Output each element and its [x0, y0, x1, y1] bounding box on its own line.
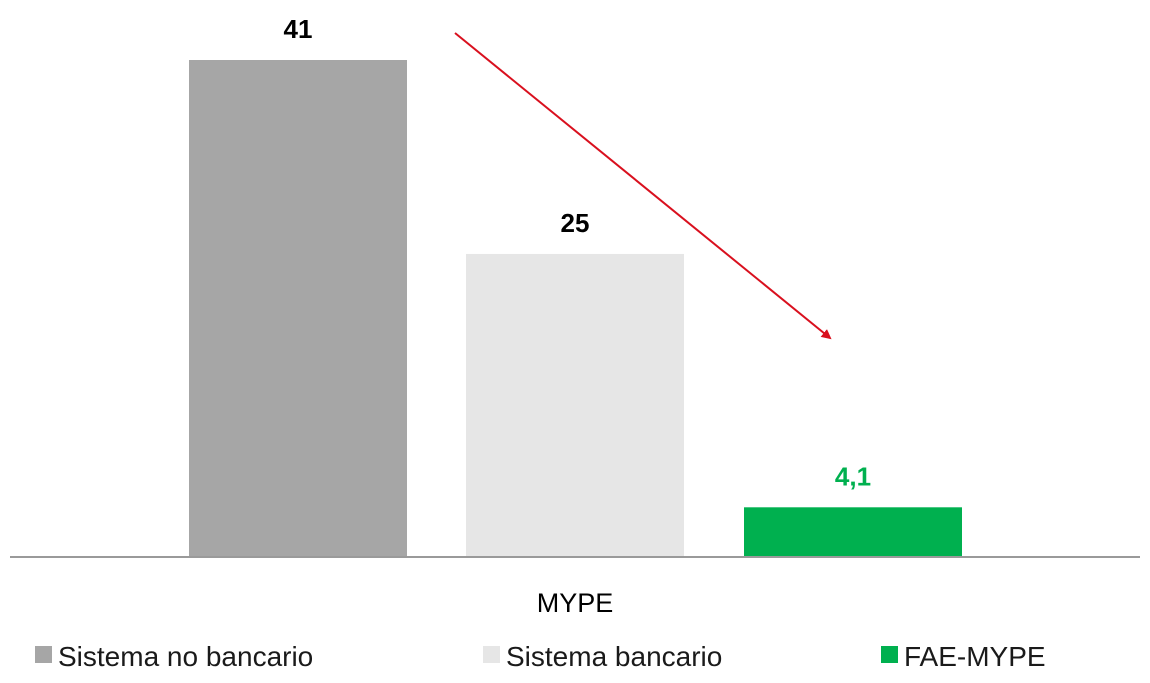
legend-label-fae-mype: FAE-MYPE: [904, 641, 1046, 672]
bar-sistema-no-bancario: [189, 60, 407, 557]
category-label: MYPE: [537, 588, 614, 618]
bars-group: [189, 60, 962, 557]
value-labels-group: 41 25 4,1: [284, 14, 872, 491]
bar-fae-mype: [744, 507, 962, 557]
legend-label-sistema-bancario: Sistema bancario: [506, 641, 722, 672]
legend-swatch-sistema-no-bancario: [35, 646, 52, 663]
legend-swatch-fae-mype: [881, 646, 898, 663]
legend: Sistema no bancario Sistema bancario FAE-M…: [35, 641, 1046, 672]
bar-sistema-bancario: [466, 253, 684, 557]
value-label-sistema-no-bancario: 41: [284, 14, 313, 44]
value-label-sistema-bancario: 25: [561, 208, 590, 238]
legend-label-sistema-no-bancario: Sistema no bancario: [58, 641, 313, 672]
legend-swatch-sistema-bancario: [483, 646, 500, 663]
trend-arrow: [454, 32, 832, 340]
value-label-fae-mype: 4,1: [835, 461, 871, 491]
